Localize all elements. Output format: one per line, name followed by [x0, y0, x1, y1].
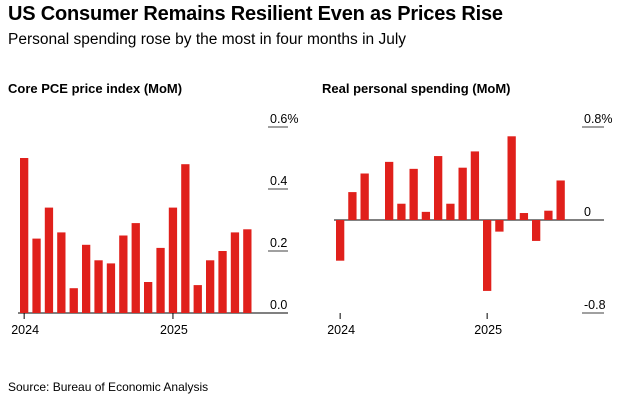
bar	[206, 260, 215, 313]
bar	[532, 220, 541, 241]
y-tick-label: 0.2	[270, 236, 287, 250]
bar	[131, 223, 140, 313]
y-tick-label: -0.8	[584, 298, 606, 312]
bar	[348, 192, 357, 220]
bar	[230, 232, 240, 313]
bar	[119, 235, 128, 313]
bar	[69, 288, 78, 313]
bar	[94, 260, 103, 313]
bar	[544, 210, 553, 220]
x-tick-label: 2025	[474, 323, 502, 337]
bar	[421, 211, 431, 220]
bar	[168, 207, 178, 313]
bar	[507, 136, 516, 220]
x-tick-label: 2024	[11, 323, 39, 337]
bar	[385, 161, 394, 220]
bar	[243, 229, 252, 313]
x-tick-label: 2025	[160, 323, 188, 337]
y-tick-label: 0.6%	[270, 112, 299, 126]
bar	[470, 151, 480, 220]
x-tick-label: 2024	[327, 323, 355, 337]
bar	[409, 168, 418, 220]
bar	[181, 164, 190, 313]
bar	[106, 263, 116, 313]
bar	[144, 282, 153, 313]
source-note: Source: Bureau of Economic Analysis	[8, 380, 209, 394]
bar	[495, 220, 504, 232]
bar	[336, 220, 345, 261]
y-tick-label: 0.8%	[584, 112, 613, 126]
bar	[446, 203, 455, 220]
bar	[556, 180, 565, 220]
bar	[82, 244, 91, 313]
bar	[218, 251, 227, 313]
bar	[156, 247, 165, 313]
bar	[57, 232, 66, 313]
bar	[360, 173, 369, 220]
y-tick-label: 0.4	[270, 174, 287, 188]
bar	[483, 220, 492, 291]
bar	[434, 156, 443, 220]
bar	[20, 158, 29, 313]
y-tick-label: 0	[584, 205, 591, 219]
panel-title: Real personal spending (MoM)	[322, 81, 511, 96]
bar	[519, 213, 529, 220]
y-tick-label: 0.0	[270, 298, 287, 312]
chart-subtitle: Personal spending rose by the most in fo…	[8, 31, 407, 48]
chart-title: US Consumer Remains Resilient Even as Pr…	[8, 3, 503, 25]
panel-title: Core PCE price index (MoM)	[8, 81, 182, 96]
bar	[44, 207, 54, 313]
bar	[193, 285, 202, 313]
bar	[458, 167, 467, 220]
bar	[397, 203, 406, 220]
bar	[32, 238, 41, 313]
